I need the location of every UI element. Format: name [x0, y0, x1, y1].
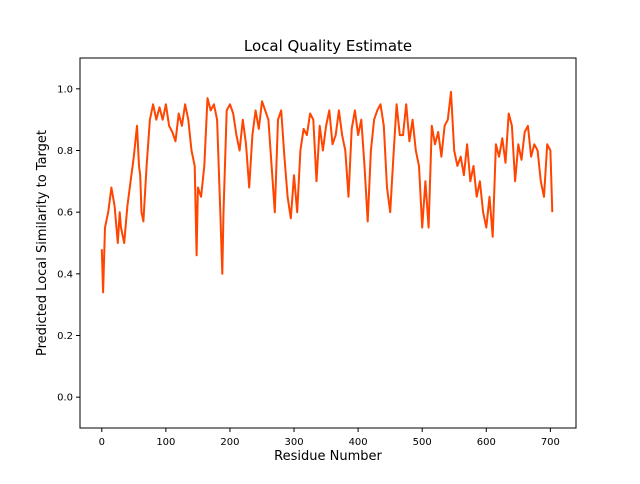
x-tick-label: 700	[541, 437, 560, 448]
y-tick-label: 0.0	[57, 393, 73, 404]
x-tick-label: 500	[413, 437, 432, 448]
axis-ticks: 0 100 200 300 400 500 600 700 0.0 0.2 0.4 0.6 0.8 1.0	[57, 84, 560, 448]
plot-frame	[79, 57, 577, 429]
y-tick-label: 0.2	[57, 331, 73, 342]
y-tick-label: 0.4	[57, 269, 73, 280]
x-tick-label: 0	[99, 437, 105, 448]
x-axis-label: Residue Number	[274, 449, 382, 464]
y-tick-label: 0.8	[57, 146, 73, 157]
x-tick-label: 600	[477, 437, 496, 448]
x-tick-label: 300	[284, 437, 303, 448]
x-tick-label: 100	[156, 437, 175, 448]
x-tick-label: 200	[220, 437, 239, 448]
series-line	[100, 90, 554, 294]
y-tick-label: 1.0	[57, 84, 73, 95]
chart-title: Local Quality Estimate	[244, 37, 412, 55]
y-axis-label: Predicted Local Similarity to Target	[35, 130, 50, 356]
x-tick-label: 400	[349, 437, 368, 448]
y-tick-label: 0.6	[57, 208, 73, 219]
